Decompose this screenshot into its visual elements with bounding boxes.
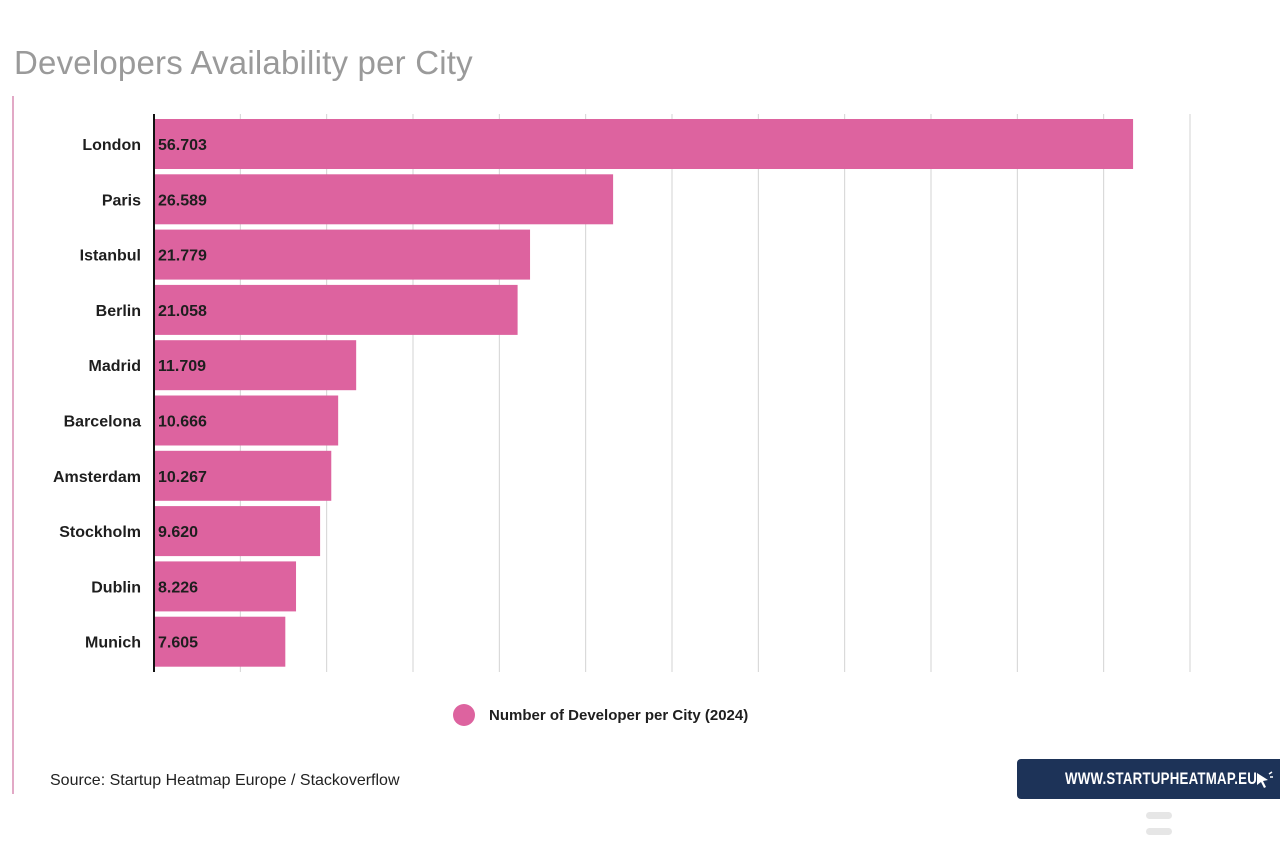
bar-istanbul — [154, 229, 531, 280]
left-accent-rule — [12, 96, 14, 794]
bar-madrid — [154, 340, 357, 391]
bar-barcelona — [154, 395, 339, 446]
category-label-munich: Munich — [85, 635, 141, 652]
legend-swatch — [453, 704, 475, 726]
bar-munich — [154, 616, 286, 667]
bar-amsterdam — [154, 450, 332, 501]
legend-label: Number of Developer per City (2024) — [489, 706, 749, 724]
category-label-london: London — [82, 137, 141, 154]
value-label-paris: 26.589 — [158, 192, 207, 209]
value-label-munich: 7.605 — [158, 635, 198, 652]
category-label-berlin: Berlin — [96, 303, 141, 320]
bar-london — [154, 119, 1134, 169]
value-label-madrid: 11.709 — [158, 358, 206, 375]
footer-handle-marks — [1146, 812, 1172, 844]
value-label-istanbul: 21.779 — [158, 248, 207, 265]
bar-stockholm — [154, 506, 321, 557]
category-labels: London Paris Istanbul Berlin Madrid Barcelona… — [53, 137, 141, 652]
value-label-amsterdam: 10.267 — [158, 469, 207, 486]
category-label-dublin: Dublin — [91, 579, 141, 596]
bar-dublin — [154, 561, 297, 612]
legend: Number of Developer per City (2024) — [453, 704, 748, 726]
brand-url: WWW.STARTUPHEATMAP.EU — [1065, 769, 1258, 788]
source-note: Source: Startup Heatmap Europe / Stackov… — [50, 772, 400, 789]
category-label-istanbul: Istanbul — [80, 248, 141, 265]
bars — [154, 119, 1134, 667]
bar-berlin — [154, 284, 518, 335]
category-label-madrid: Madrid — [89, 358, 141, 375]
value-label-stockholm: 9.620 — [158, 524, 198, 541]
value-label-london: 56.703 — [158, 137, 207, 154]
chart-title: Developers Availability per City — [14, 44, 473, 81]
category-label-amsterdam: Amsterdam — [53, 469, 141, 486]
value-label-barcelona: 10.666 — [158, 414, 207, 431]
value-label-berlin: 21.058 — [158, 303, 207, 320]
value-label-dublin: 8.226 — [158, 579, 198, 596]
category-label-stockholm: Stockholm — [59, 524, 141, 541]
category-label-paris: Paris — [102, 192, 141, 209]
cursor-arrow-icon — [1254, 771, 1274, 794]
bar-chart: 56.703 26.589 21.779 21.058 11.709 10.666 10.2… — [53, 114, 1191, 672]
value-labels: 56.703 26.589 21.779 21.058 11.709 10.666 10.2… — [158, 137, 207, 652]
bar-paris — [154, 174, 614, 225]
category-label-barcelona: Barcelona — [64, 414, 141, 431]
brand-banner[interactable]: WWW.STARTUPHEATMAP.EU — [1017, 759, 1280, 799]
